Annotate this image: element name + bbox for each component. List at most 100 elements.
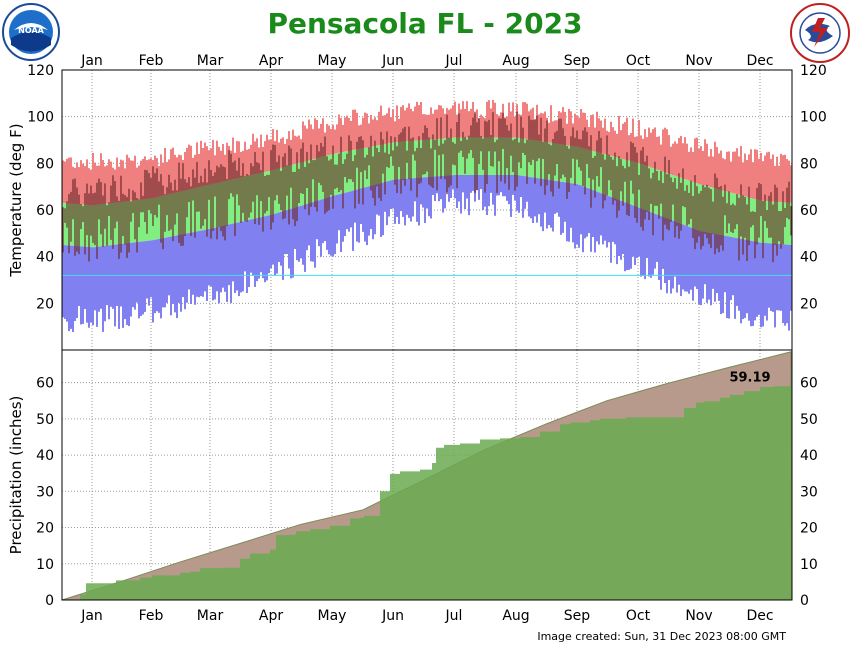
observed-temp-bar <box>268 174 270 198</box>
y-tick-label: 120 <box>800 63 827 79</box>
precipitation-yticks-left: 0 10 20 30 40 50 60 <box>36 376 54 609</box>
record-low-bar <box>256 218 258 282</box>
record-high-bar <box>132 160 134 201</box>
record-high-bar <box>266 134 268 172</box>
observed-temp-bar <box>410 138 412 191</box>
record-high-bar <box>406 107 408 142</box>
record-low-bar <box>212 228 214 301</box>
observed-temp-bar <box>186 182 188 218</box>
record-low-bar <box>492 175 494 205</box>
observed-temp-bar <box>456 122 458 189</box>
observed-temp-bar <box>470 125 472 151</box>
record-low-bar <box>408 178 410 218</box>
normal-range-bar <box>480 137 482 175</box>
observed-temp-bar <box>688 192 690 225</box>
record-low-bar <box>430 176 432 219</box>
observed-temp-bar <box>462 131 464 157</box>
record-low-bar <box>406 178 408 215</box>
record-low-bar <box>236 222 238 291</box>
record-high-bar <box>396 105 398 143</box>
record-high-bar <box>124 168 126 202</box>
observed-temp-bar <box>294 171 296 227</box>
observed-temp-bar <box>408 126 410 180</box>
observed-temp-bar <box>96 182 98 259</box>
record-high-bar <box>782 155 784 203</box>
record-high-bar <box>258 147 260 174</box>
record-low-bar <box>670 219 672 294</box>
observed-temp-bar <box>764 194 766 222</box>
record-low-bar <box>786 244 788 324</box>
record-high-bar <box>548 122 550 143</box>
record-low-bar <box>554 180 556 214</box>
observed-temp-bar <box>86 183 88 236</box>
record-low-bar <box>630 204 632 269</box>
record-high-bar <box>260 134 262 173</box>
record-high-bar <box>496 114 498 138</box>
observed-temp-bar <box>538 134 540 159</box>
observed-temp-bar <box>238 157 240 206</box>
record-low-bar <box>774 243 776 328</box>
record-high-bar <box>612 127 614 157</box>
noaa-logo: NOAA <box>2 3 60 61</box>
record-high-bar <box>448 109 450 139</box>
record-low-bar <box>326 197 328 250</box>
observed-temp-bar <box>590 135 592 208</box>
observed-temp-bar <box>618 156 620 211</box>
record-high-bar <box>384 115 386 145</box>
observed-temp-bar <box>264 176 266 214</box>
observed-temp-bar <box>158 181 160 205</box>
observed-temp-bar <box>424 125 426 175</box>
observed-temp-bar <box>498 118 500 162</box>
record-high-bar <box>76 162 78 205</box>
record-low-bar <box>564 182 566 222</box>
record-high-bar <box>432 113 434 140</box>
record-high-bar <box>402 105 404 142</box>
record-low-bar <box>62 245 64 318</box>
observed-temp-bar <box>694 175 696 250</box>
y-tick-label: 20 <box>36 521 54 537</box>
observed-temp-bar <box>114 181 116 229</box>
normal-range-bar <box>132 200 134 243</box>
observed-temp-bar <box>84 193 86 255</box>
record-low-bar <box>140 241 142 316</box>
record-low-bar <box>194 231 196 305</box>
record-low-bar <box>82 246 84 324</box>
observed-temp-bar <box>686 185 688 226</box>
y-tick-label: 40 <box>36 448 54 464</box>
record-low-bar <box>766 243 768 321</box>
record-low-bar <box>462 175 464 193</box>
record-high-bar <box>82 163 84 205</box>
record-high-bar <box>388 107 390 144</box>
month-label-bottom: Aug <box>502 608 529 624</box>
record-low-bar <box>512 175 514 195</box>
record-high-bar <box>784 154 786 203</box>
observed-temp-bar <box>204 168 206 220</box>
temperature-yticks-left: 20 40 60 80 100 120 <box>27 63 54 312</box>
observed-temp-bar <box>572 127 574 159</box>
observed-temp-bar <box>230 153 232 194</box>
observed-temp-bar <box>266 174 268 211</box>
record-high-bar <box>768 151 770 202</box>
observed-temp-bar <box>620 159 622 192</box>
record-low-bar <box>762 242 764 327</box>
observed-temp-bar <box>366 154 368 179</box>
normal-range-bar <box>148 198 150 241</box>
record-high-bar <box>164 147 166 196</box>
observed-temp-bar <box>176 190 178 214</box>
normal-range-bar <box>142 199 144 242</box>
record-low-bar <box>434 176 436 201</box>
normal-range-bar <box>208 184 210 230</box>
record-high-bar <box>566 123 568 146</box>
observed-temp-bar <box>218 167 220 228</box>
record-low-bar <box>110 245 112 307</box>
record-high-bar <box>774 165 776 202</box>
observed-temp-bar <box>180 178 182 246</box>
record-low-bar <box>276 213 278 274</box>
observed-temp-bar <box>348 135 350 180</box>
record-low-bar <box>76 246 78 319</box>
observed-temp-bar <box>570 136 572 178</box>
record-high-bar <box>754 149 756 200</box>
observed-temp-bar <box>494 142 496 152</box>
record-low-bar <box>652 213 654 275</box>
record-high-bar <box>190 145 192 190</box>
